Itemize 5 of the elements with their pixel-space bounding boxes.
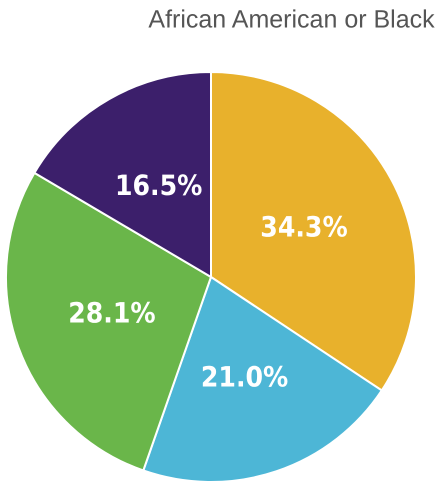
data-label: 34.3% [260, 210, 348, 244]
data-label: 28.1% [68, 296, 156, 330]
data-label: 21.0% [200, 360, 288, 394]
chart-title: African American or Black [148, 6, 436, 34]
data-label: 16.5% [114, 168, 202, 202]
